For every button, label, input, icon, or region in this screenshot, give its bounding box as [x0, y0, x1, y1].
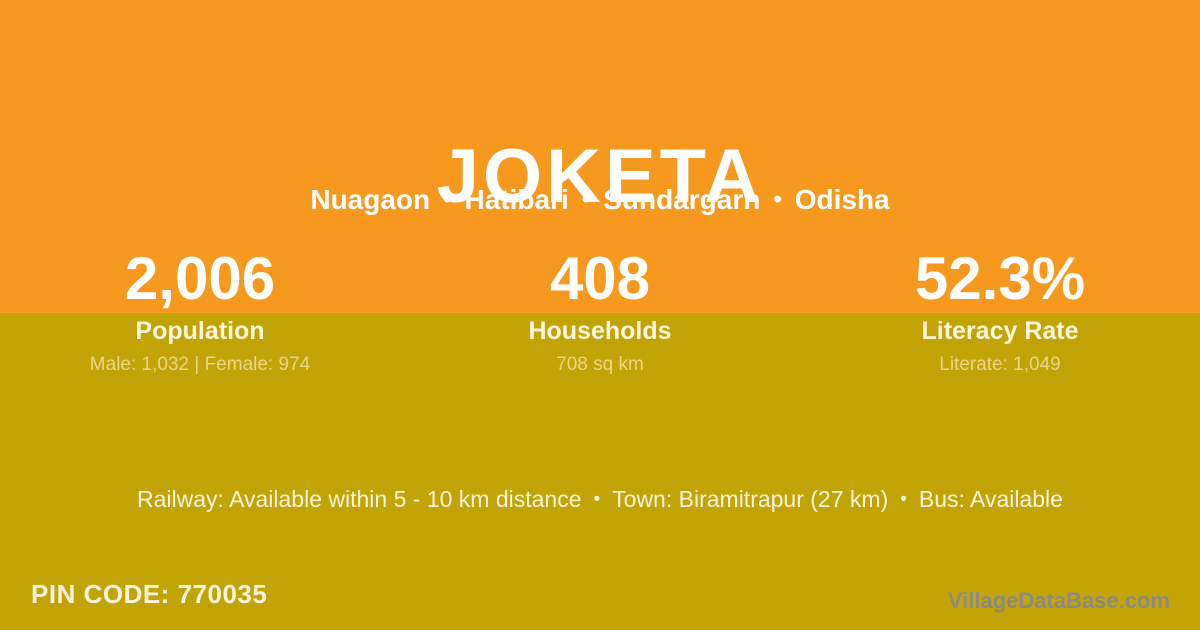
stat-population: 2,006 Population Male: 1,032 | Female: 9… — [0, 247, 400, 375]
bullet-separator: • — [593, 489, 601, 510]
bullet-separator: • — [773, 186, 782, 213]
stat-literacy: 52.3% Literacy Rate Literate: 1,049 — [800, 247, 1200, 375]
pin-code-value: 770035 — [177, 579, 268, 609]
population-detail: Male: 1,032 | Female: 974 — [89, 354, 311, 375]
breadcrumb-location: Nuagaon • Hatibari • Sundargarh • Odisha — [0, 184, 1200, 216]
page-title: JOKETA — [436, 133, 764, 219]
bus-info: Bus: Available — [918, 486, 1063, 512]
households-value: 408 — [549, 245, 651, 312]
bullet-separator: • — [900, 489, 907, 510]
stat-households: 408 Households 708 sq km — [400, 247, 800, 375]
pin-code: PIN CODE: 770035 — [31, 578, 267, 610]
location-state: Odisha — [794, 184, 890, 215]
households-label: Households — [528, 317, 672, 345]
pin-code-label: PIN CODE: — [31, 579, 170, 609]
location-district: Sundargarh — [603, 184, 761, 215]
railway-info: Railway: Available within 5 - 10 km dist… — [137, 486, 582, 512]
bullet-separator: • — [581, 186, 591, 213]
households-detail: 708 sq km — [556, 354, 644, 375]
site-watermark: VillageDataBase.com — [947, 588, 1170, 613]
literacy-detail: Literate: 1,049 — [939, 354, 1061, 375]
details-band — [0, 313, 1200, 630]
transport-info-line: Railway: Available within 5 - 10 km dist… — [0, 484, 1200, 515]
stats-row: 2,006 Population Male: 1,032 | Female: 9… — [0, 247, 1200, 375]
location-block: Nuagaon — [310, 184, 431, 215]
literacy-value: 52.3% — [914, 245, 1086, 312]
population-value: 2,006 — [124, 245, 276, 312]
population-label: Population — [135, 317, 265, 345]
location-gram-panchayat: Hatibari — [464, 184, 569, 215]
literacy-label: Literacy Rate — [921, 317, 1079, 345]
bullet-separator: • — [443, 186, 452, 213]
town-info: Town: Biramitrapur (27 km) — [612, 486, 889, 512]
header-band — [0, 0, 1200, 313]
